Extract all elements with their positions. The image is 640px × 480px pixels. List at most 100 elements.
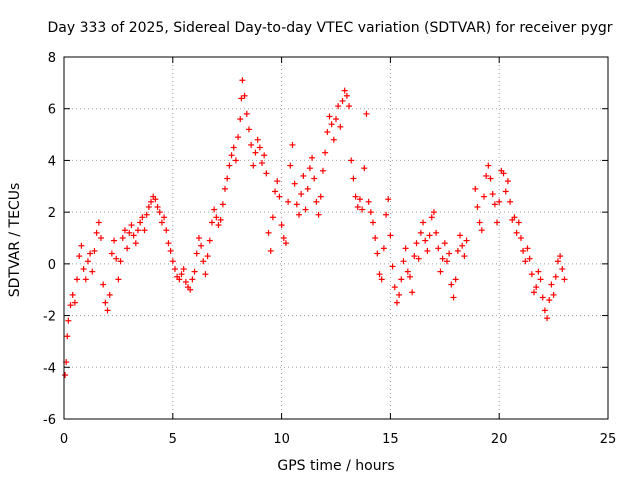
data-point (341, 87, 348, 94)
x-axis-label: GPS time / hours (277, 458, 394, 474)
data-point (137, 219, 144, 226)
data-point (443, 258, 450, 265)
data-point (71, 299, 78, 306)
data-point (417, 229, 424, 236)
data-point (428, 214, 435, 221)
data-point (102, 299, 109, 306)
data-point (219, 201, 226, 208)
data-point (520, 247, 527, 254)
data-point (448, 281, 455, 288)
data-point (346, 103, 353, 110)
data-point (134, 227, 141, 234)
data-point (420, 219, 427, 226)
x-tick-label: 0 (60, 432, 68, 447)
data-point (424, 247, 431, 254)
data-point (113, 255, 120, 262)
data-point (319, 167, 326, 174)
data-point (335, 103, 342, 110)
data-point (365, 198, 372, 205)
data-point (459, 242, 466, 249)
data-point (232, 157, 239, 164)
data-point (474, 203, 481, 210)
data-point (278, 222, 285, 229)
data-point (552, 273, 559, 280)
data-point (524, 245, 531, 252)
data-point (206, 237, 213, 244)
data-point (435, 245, 442, 252)
data-point (111, 237, 118, 244)
data-point (171, 266, 178, 273)
data-point (78, 242, 85, 249)
data-point (328, 121, 335, 128)
data-point (274, 178, 281, 185)
data-point (406, 273, 413, 280)
data-point (269, 214, 276, 221)
data-point (559, 266, 566, 273)
data-point (415, 255, 422, 262)
data-point (224, 175, 231, 182)
data-point (76, 253, 83, 260)
data-point (400, 258, 407, 265)
data-point (526, 255, 533, 262)
data-point (391, 284, 398, 291)
data-point (378, 276, 385, 283)
data-point (132, 240, 139, 247)
data-point (93, 229, 100, 236)
data-point (437, 268, 444, 275)
data-point (304, 185, 311, 192)
y-axis-label: SDTVAR / TECUs (7, 183, 23, 298)
data-point (369, 219, 376, 226)
data-point (282, 240, 289, 247)
data-point (322, 149, 329, 156)
data-point (180, 266, 187, 273)
y-tick-label: 4 (48, 154, 56, 169)
data-point (454, 247, 461, 254)
y-tick-label: -2 (43, 310, 56, 325)
data-point (156, 209, 163, 216)
data-point (272, 188, 279, 195)
data-point (324, 128, 331, 135)
data-point (478, 227, 485, 234)
y-tick-label: 8 (48, 51, 56, 66)
data-point (200, 258, 207, 265)
data-point (385, 196, 392, 203)
data-point (441, 240, 448, 247)
y-tick-label: 2 (48, 206, 56, 221)
data-point (167, 247, 174, 254)
data-point (65, 317, 72, 324)
data-point (115, 276, 122, 283)
data-point (62, 372, 69, 379)
data-point (293, 201, 300, 208)
data-point (515, 219, 522, 226)
x-tick-label: 20 (491, 432, 508, 447)
x-tick-label: 15 (382, 432, 399, 447)
data-point (161, 214, 168, 221)
x-tick-label: 25 (600, 432, 617, 447)
axis-ticks (63, 56, 609, 420)
data-point (287, 162, 294, 169)
data-point (359, 206, 366, 213)
data-point (243, 110, 250, 117)
data-point (393, 299, 400, 306)
data-point (121, 227, 128, 234)
data-point (380, 245, 387, 252)
data-point (285, 198, 292, 205)
data-point (195, 235, 202, 241)
data-point (82, 276, 89, 283)
data-point (426, 232, 433, 239)
data-point (230, 144, 237, 151)
data-point (152, 196, 159, 203)
x-tick-label: 5 (169, 432, 177, 447)
data-point (237, 116, 244, 123)
data-point (139, 214, 146, 221)
data-point (117, 258, 124, 265)
data-point (256, 144, 263, 151)
data-point (182, 278, 189, 285)
data-point (143, 211, 150, 218)
data-point (411, 253, 418, 260)
data-point (193, 250, 200, 257)
data-point (104, 307, 111, 314)
y-tick-label: 0 (48, 258, 56, 273)
data-point (263, 170, 270, 177)
data-point (267, 247, 274, 254)
